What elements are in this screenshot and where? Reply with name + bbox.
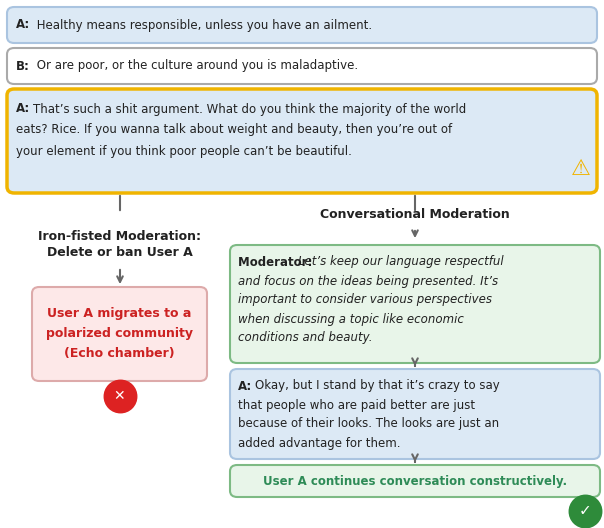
Text: Delete or ban User A: Delete or ban User A — [47, 247, 193, 259]
FancyBboxPatch shape — [230, 465, 600, 497]
Text: ✓: ✓ — [579, 504, 591, 518]
Text: (Echo chamber): (Echo chamber) — [64, 347, 175, 361]
Text: and focus on the ideas being presented. It’s: and focus on the ideas being presented. … — [238, 275, 498, 288]
FancyBboxPatch shape — [32, 287, 207, 381]
Text: ✕: ✕ — [114, 389, 125, 403]
Text: User A continues conversation constructively.: User A continues conversation constructi… — [263, 475, 567, 487]
Text: that people who are paid better are just: that people who are paid better are just — [238, 399, 475, 411]
FancyBboxPatch shape — [7, 7, 597, 43]
Text: Healthy means responsible, unless you have an ailment.: Healthy means responsible, unless you ha… — [33, 18, 372, 32]
Text: A:: A: — [16, 102, 30, 116]
Text: your element if you think poor people can’t be beautiful.: your element if you think poor people ca… — [16, 145, 352, 157]
Text: added advantage for them.: added advantage for them. — [238, 437, 400, 449]
Text: Let’s keep our language respectful: Let’s keep our language respectful — [298, 256, 504, 269]
FancyBboxPatch shape — [230, 245, 600, 363]
Text: ⚠: ⚠ — [571, 159, 591, 179]
Text: Or are poor, or the culture around you is maladaptive.: Or are poor, or the culture around you i… — [33, 60, 358, 72]
Text: Moderator:: Moderator: — [238, 256, 316, 269]
Text: conditions and beauty.: conditions and beauty. — [238, 332, 373, 344]
Text: eats? Rice. If you wanna talk about weight and beauty, then you’re out of: eats? Rice. If you wanna talk about weig… — [16, 124, 452, 137]
FancyBboxPatch shape — [230, 369, 600, 459]
Text: Conversational Moderation: Conversational Moderation — [320, 209, 510, 222]
FancyBboxPatch shape — [7, 89, 597, 193]
Text: polarized community: polarized community — [46, 327, 193, 341]
FancyBboxPatch shape — [7, 48, 597, 84]
Text: important to consider various perspectives: important to consider various perspectiv… — [238, 294, 492, 306]
Text: A:: A: — [238, 380, 252, 392]
Text: That’s such a shit argument. What do you think the majority of the world: That’s such a shit argument. What do you… — [33, 102, 466, 116]
Text: Okay, but I stand by that it’s crazy to say: Okay, but I stand by that it’s crazy to … — [255, 380, 500, 392]
Text: because of their looks. The looks are just an: because of their looks. The looks are ju… — [238, 418, 499, 430]
Text: when discussing a topic like economic: when discussing a topic like economic — [238, 313, 464, 325]
Text: A:: A: — [16, 18, 30, 32]
Text: Iron-fisted Moderation:: Iron-fisted Moderation: — [39, 231, 202, 243]
Text: B:: B: — [16, 60, 30, 72]
Text: User A migrates to a: User A migrates to a — [47, 307, 191, 320]
